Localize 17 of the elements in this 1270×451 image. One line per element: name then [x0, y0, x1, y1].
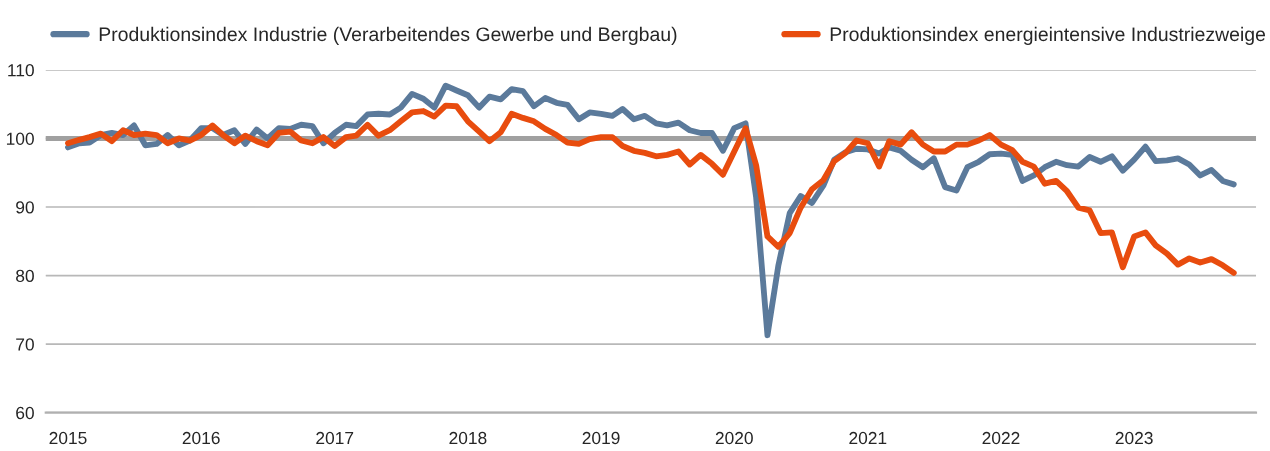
legend-label: Produktionsindex energieintensive Industriezweige — [830, 26, 1266, 45]
y-tick-label: 70 — [16, 338, 34, 351]
x-tick-label: 2022 — [982, 431, 1020, 445]
x-tick-label: 2023 — [1115, 431, 1153, 445]
y-tick-label: 100 — [6, 132, 34, 145]
legend-label: Produktionsindex Industrie (Verarbeitendes Gewerbe und Bergbau) — [99, 26, 677, 45]
y-tick-label: 90 — [16, 201, 34, 214]
x-tick-label: 2021 — [849, 431, 887, 445]
x-tick-label: 2018 — [449, 431, 487, 445]
x-tick-label: 2019 — [582, 431, 620, 445]
x-tick-label: 2020 — [715, 431, 753, 445]
x-tick-label: 2016 — [182, 431, 220, 445]
y-tick-label: 60 — [16, 406, 34, 420]
y-tick-label: 110 — [8, 64, 34, 77]
x-tick-label: 2015 — [49, 431, 87, 445]
x-tick-label: 2017 — [316, 431, 354, 445]
y-tick-label: 80 — [16, 269, 34, 283]
